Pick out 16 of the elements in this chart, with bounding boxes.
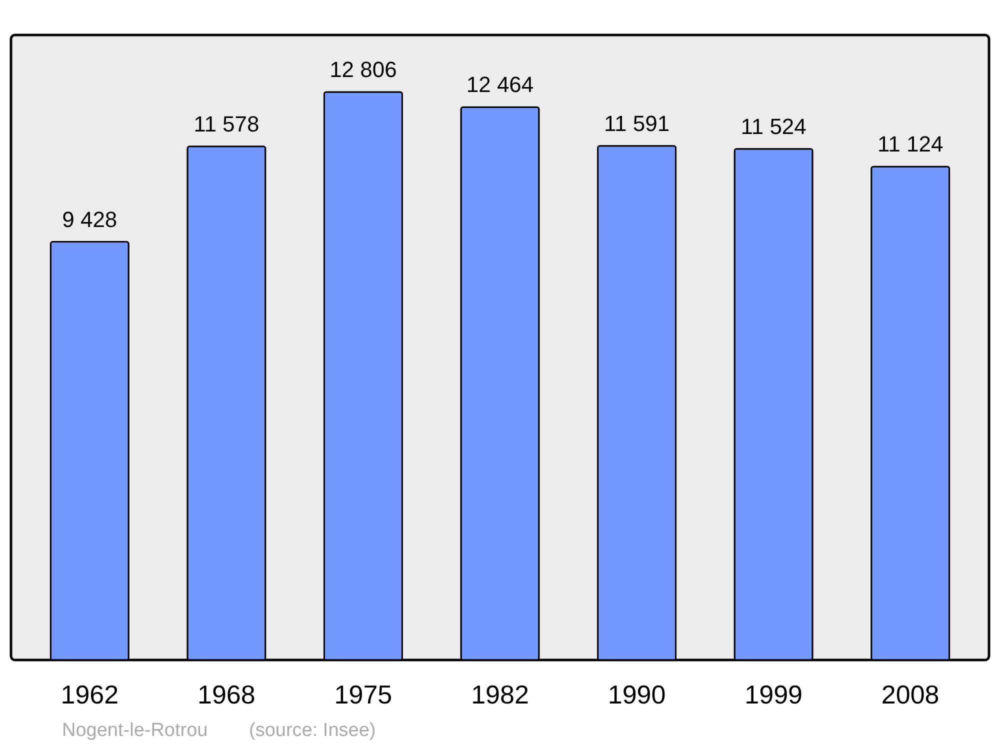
text: (source: Insee): [249, 720, 376, 741]
x-tick-label: 1975: [334, 680, 392, 710]
x-tick-label: 1968: [198, 680, 256, 710]
data-label: 11 524: [740, 114, 806, 139]
x-tick-label: 2008: [881, 680, 940, 710]
data-label: 12 464: [466, 72, 534, 98]
x-tick-label: 1982: [471, 680, 529, 710]
data-label: 11 124: [878, 132, 944, 157]
data-label: 12 806: [330, 56, 397, 82]
x-tick-label: 1990: [608, 680, 666, 710]
x-tick-label: 1962: [60, 680, 119, 710]
x-tick-label: 1999: [744, 680, 802, 710]
data-label: 11 578: [194, 111, 260, 136]
data-label: 11 591: [604, 110, 670, 136]
text: Nogent-le-Rotrou: [62, 720, 208, 741]
data-label: 9 428: [62, 206, 118, 232]
